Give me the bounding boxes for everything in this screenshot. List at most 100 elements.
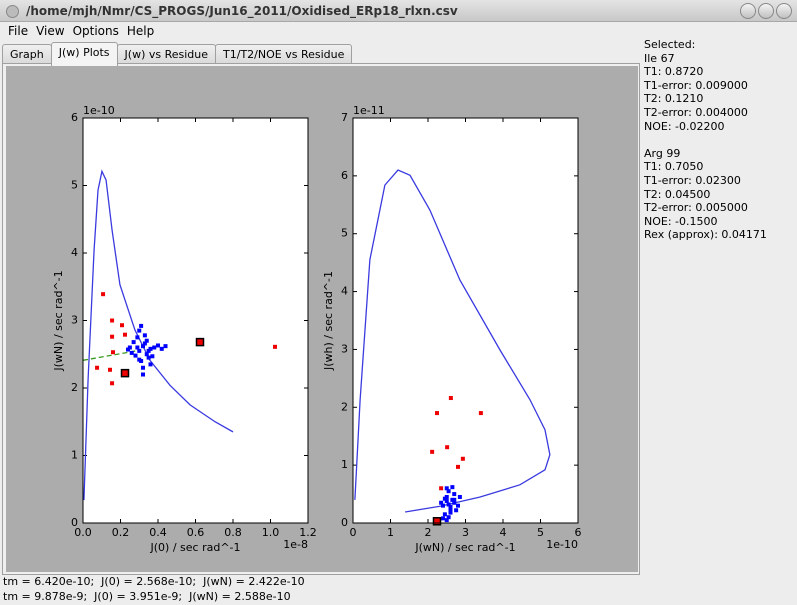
x-tick-label: 1.0 [262, 526, 280, 539]
data-point [133, 353, 138, 358]
info-line: T2: 0.1210 [644, 92, 704, 106]
x-tick-label: 1.2 [299, 526, 317, 539]
data-point [457, 494, 462, 499]
x-offset-label: 1e-8 [283, 538, 308, 551]
data-point [111, 350, 115, 355]
info-line: Ile 67 [644, 51, 675, 65]
x-tick-label: 2 [425, 526, 432, 539]
tab-bar: Graph J(w) Plots J(w) vs Residue T1/T2/NOE … [2, 42, 353, 66]
maximize-button[interactable] [758, 3, 774, 19]
tab[interactable]: T1/T2/NOE vs Residue [215, 44, 353, 65]
y-offset-label: 1e-10 [83, 104, 115, 117]
data-point [101, 292, 106, 297]
data-point [142, 333, 147, 338]
data-point [137, 357, 142, 362]
info-line: Rex (approx): 0.04171 [644, 228, 767, 242]
data-point [135, 335, 140, 340]
y-tick-label: 4 [71, 246, 78, 259]
selected-heading: Selected: [644, 38, 696, 51]
data-point [141, 344, 145, 349]
residue-group: Ile 67 T1: 0.8720 T1-error: 0.009000 T2: 0.… [644, 52, 794, 134]
model-curve [354, 169, 551, 513]
menu-item[interactable]: Options [72, 24, 119, 38]
data-point [135, 345, 140, 350]
data-point [452, 492, 457, 497]
info-line: T1: 0.8720 [644, 65, 704, 79]
data-point [445, 445, 450, 450]
selected-panel: Selected: Ile 67 T1: 0.8720 T1-error: 0.00… [644, 38, 794, 256]
data-point [137, 348, 142, 353]
x-tick-label: 0.6 [187, 526, 205, 539]
axes-frame [352, 117, 579, 524]
data-point [446, 502, 451, 507]
y-axis-label: J(wh) / sec rad^-1 [322, 271, 335, 371]
menu-item[interactable]: View [36, 24, 65, 38]
menu-item[interactable]: File [8, 24, 29, 38]
data-point [146, 355, 151, 360]
data-point [450, 485, 455, 490]
y-tick-label: 0 [341, 516, 348, 529]
menu-item[interactable]: Help [126, 24, 155, 38]
data-point [156, 343, 160, 348]
residue-group: Arg 99 T1: 0.7050 T1-error: 0.02300 T2: 0.0… [644, 147, 794, 242]
y-tick-label: 5 [341, 227, 348, 240]
data-point [441, 516, 445, 521]
data-point [110, 334, 115, 339]
axes-frame [82, 117, 309, 524]
data-point [141, 372, 145, 377]
data-point [131, 340, 136, 345]
y-tick-label: 7 [341, 111, 348, 124]
data-point [110, 318, 115, 323]
data-point [127, 345, 132, 350]
selected-point [195, 337, 205, 347]
data-point [150, 354, 155, 359]
info-line: T1: 0.7050 [644, 160, 704, 174]
data-point [456, 464, 460, 469]
y-tick-label: 6 [341, 169, 348, 182]
data-point [452, 497, 457, 502]
data-point [442, 496, 447, 501]
y-tick-label: 3 [71, 314, 78, 327]
data-point [439, 486, 444, 491]
x-tick-label: 3 [462, 526, 469, 539]
data-point [435, 411, 439, 416]
data-point [110, 381, 115, 386]
x-tick-label: 5 [537, 526, 544, 539]
data-point [444, 518, 449, 523]
data-point [137, 328, 142, 333]
data-point [108, 367, 112, 372]
data-point [430, 449, 435, 454]
data-point [142, 341, 147, 346]
tab[interactable]: Graph [2, 44, 52, 65]
data-point [163, 344, 168, 349]
info-line: NOE: -0.02200 [644, 119, 725, 133]
data-point [439, 500, 444, 505]
data-point [444, 499, 449, 504]
data-point [448, 504, 453, 509]
x-tick-label: 1 [387, 526, 394, 539]
data-point [452, 500, 457, 505]
y-tick-label: 5 [71, 179, 78, 192]
y-tick-label: 2 [71, 381, 78, 394]
title-bar: /home/mjh/Nmr/CS_PROGS/Jun16_2011/Oxidis… [0, 0, 797, 22]
axes-background [353, 118, 578, 523]
tab[interactable]: J(w) vs Residue [116, 44, 217, 65]
data-point [123, 332, 127, 337]
data-point [454, 508, 459, 513]
x-tick-label: 0 [350, 526, 357, 539]
y-tick-label: 0 [71, 516, 78, 529]
x-tick-label: 0.4 [149, 526, 167, 539]
status-line: tm = 9.878e-9; J(0) = 3.951e-9; J(wN) = … [3, 589, 291, 603]
x-tick-label: 0.2 [112, 526, 130, 539]
close-button[interactable] [776, 3, 792, 19]
data-point [460, 456, 465, 461]
y-tick-label: 6 [71, 111, 78, 124]
y-offset-label: 1e-11 [353, 104, 385, 117]
tab[interactable]: J(w) Plots [50, 42, 118, 66]
info-line: T2: 0.04500 [644, 187, 711, 201]
data-point [444, 486, 449, 491]
selected-point [120, 368, 130, 378]
minimize-button[interactable] [740, 3, 756, 19]
menu-bar: File View Options Help [0, 22, 797, 40]
